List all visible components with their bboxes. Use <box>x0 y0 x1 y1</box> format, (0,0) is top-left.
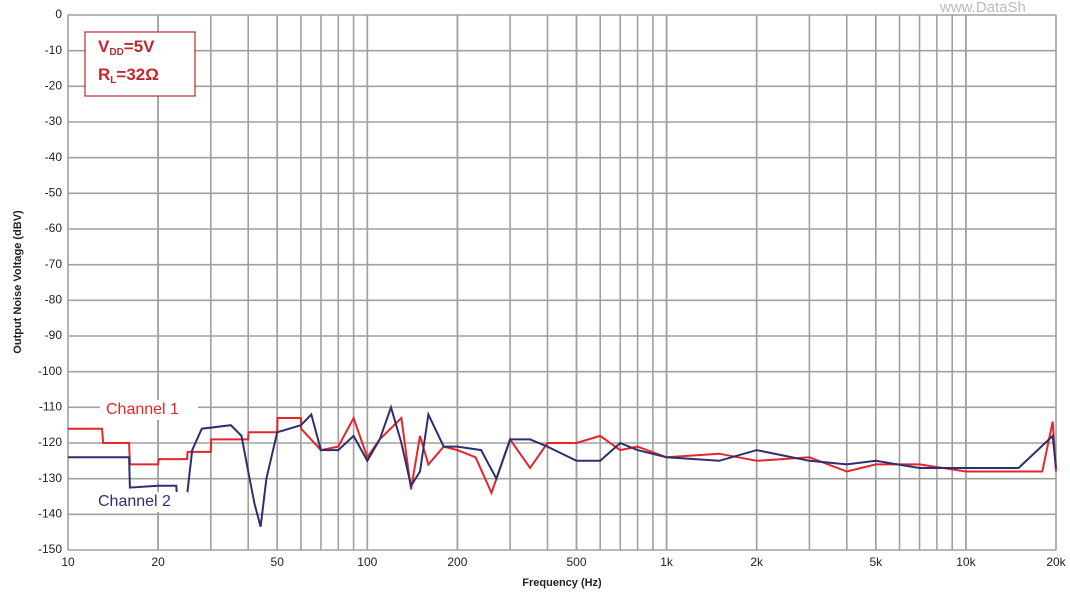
annotation-part: L <box>110 75 116 86</box>
series-line <box>68 404 1057 528</box>
y-tick-label: -110 <box>39 400 62 414</box>
y-tick-label: -10 <box>45 43 63 57</box>
y-tick-label: -50 <box>45 186 63 200</box>
series-line <box>68 415 1057 496</box>
x-tick-label: 50 <box>271 555 285 569</box>
annotation-part: =5V <box>124 37 155 56</box>
legend-label: Channel 1 <box>106 401 179 418</box>
x-tick-label: 100 <box>357 555 377 569</box>
annotation-part: R <box>98 65 110 84</box>
watermark: www.DataSh <box>939 0 1026 16</box>
x-tick-label: 5k <box>869 555 883 569</box>
y-tick-label: -140 <box>38 507 62 521</box>
plot-area <box>67 14 1057 551</box>
y-tick-label: -90 <box>45 328 63 342</box>
annotation: RL=32Ω <box>98 65 159 85</box>
y-tick-label: -100 <box>38 364 62 378</box>
x-tick-label: 20 <box>151 555 165 569</box>
x-axis-label: Frequency (Hz) <box>522 577 602 589</box>
y-tick-label: -30 <box>45 114 63 128</box>
x-tick-label: 500 <box>566 555 586 569</box>
y-tick-label: -120 <box>38 435 62 449</box>
y-axis-label: Output Noise Voltage (dBV) <box>12 210 24 354</box>
y-tick-label: -130 <box>38 471 62 485</box>
annotation-box <box>84 31 196 97</box>
x-tick-label: 200 <box>447 555 467 569</box>
y-tick-label: -80 <box>45 293 63 307</box>
annotation-part: DD <box>109 47 123 58</box>
legend-bg <box>100 400 198 420</box>
x-tick-label: 1k <box>660 555 674 569</box>
annotation: VDD=5V <box>98 37 155 57</box>
y-tick-label: -40 <box>45 150 63 164</box>
x-tick-label: 2k <box>750 555 764 569</box>
legend-bg <box>92 492 188 512</box>
x-tick-label: 10k <box>956 555 976 569</box>
annotation-part: V <box>98 37 110 56</box>
y-tick-label: -20 <box>45 79 63 93</box>
y-tick-label: -150 <box>38 542 62 556</box>
x-tick-label: 20k <box>1046 555 1066 569</box>
annotation-part: =32Ω <box>116 65 158 84</box>
y-tick-label: -60 <box>45 221 63 235</box>
x-tick-label: 10 <box>61 555 75 569</box>
y-tick-label: -70 <box>45 257 63 271</box>
y-tick-label: 0 <box>55 7 62 21</box>
legend-label: Channel 2 <box>98 493 171 510</box>
